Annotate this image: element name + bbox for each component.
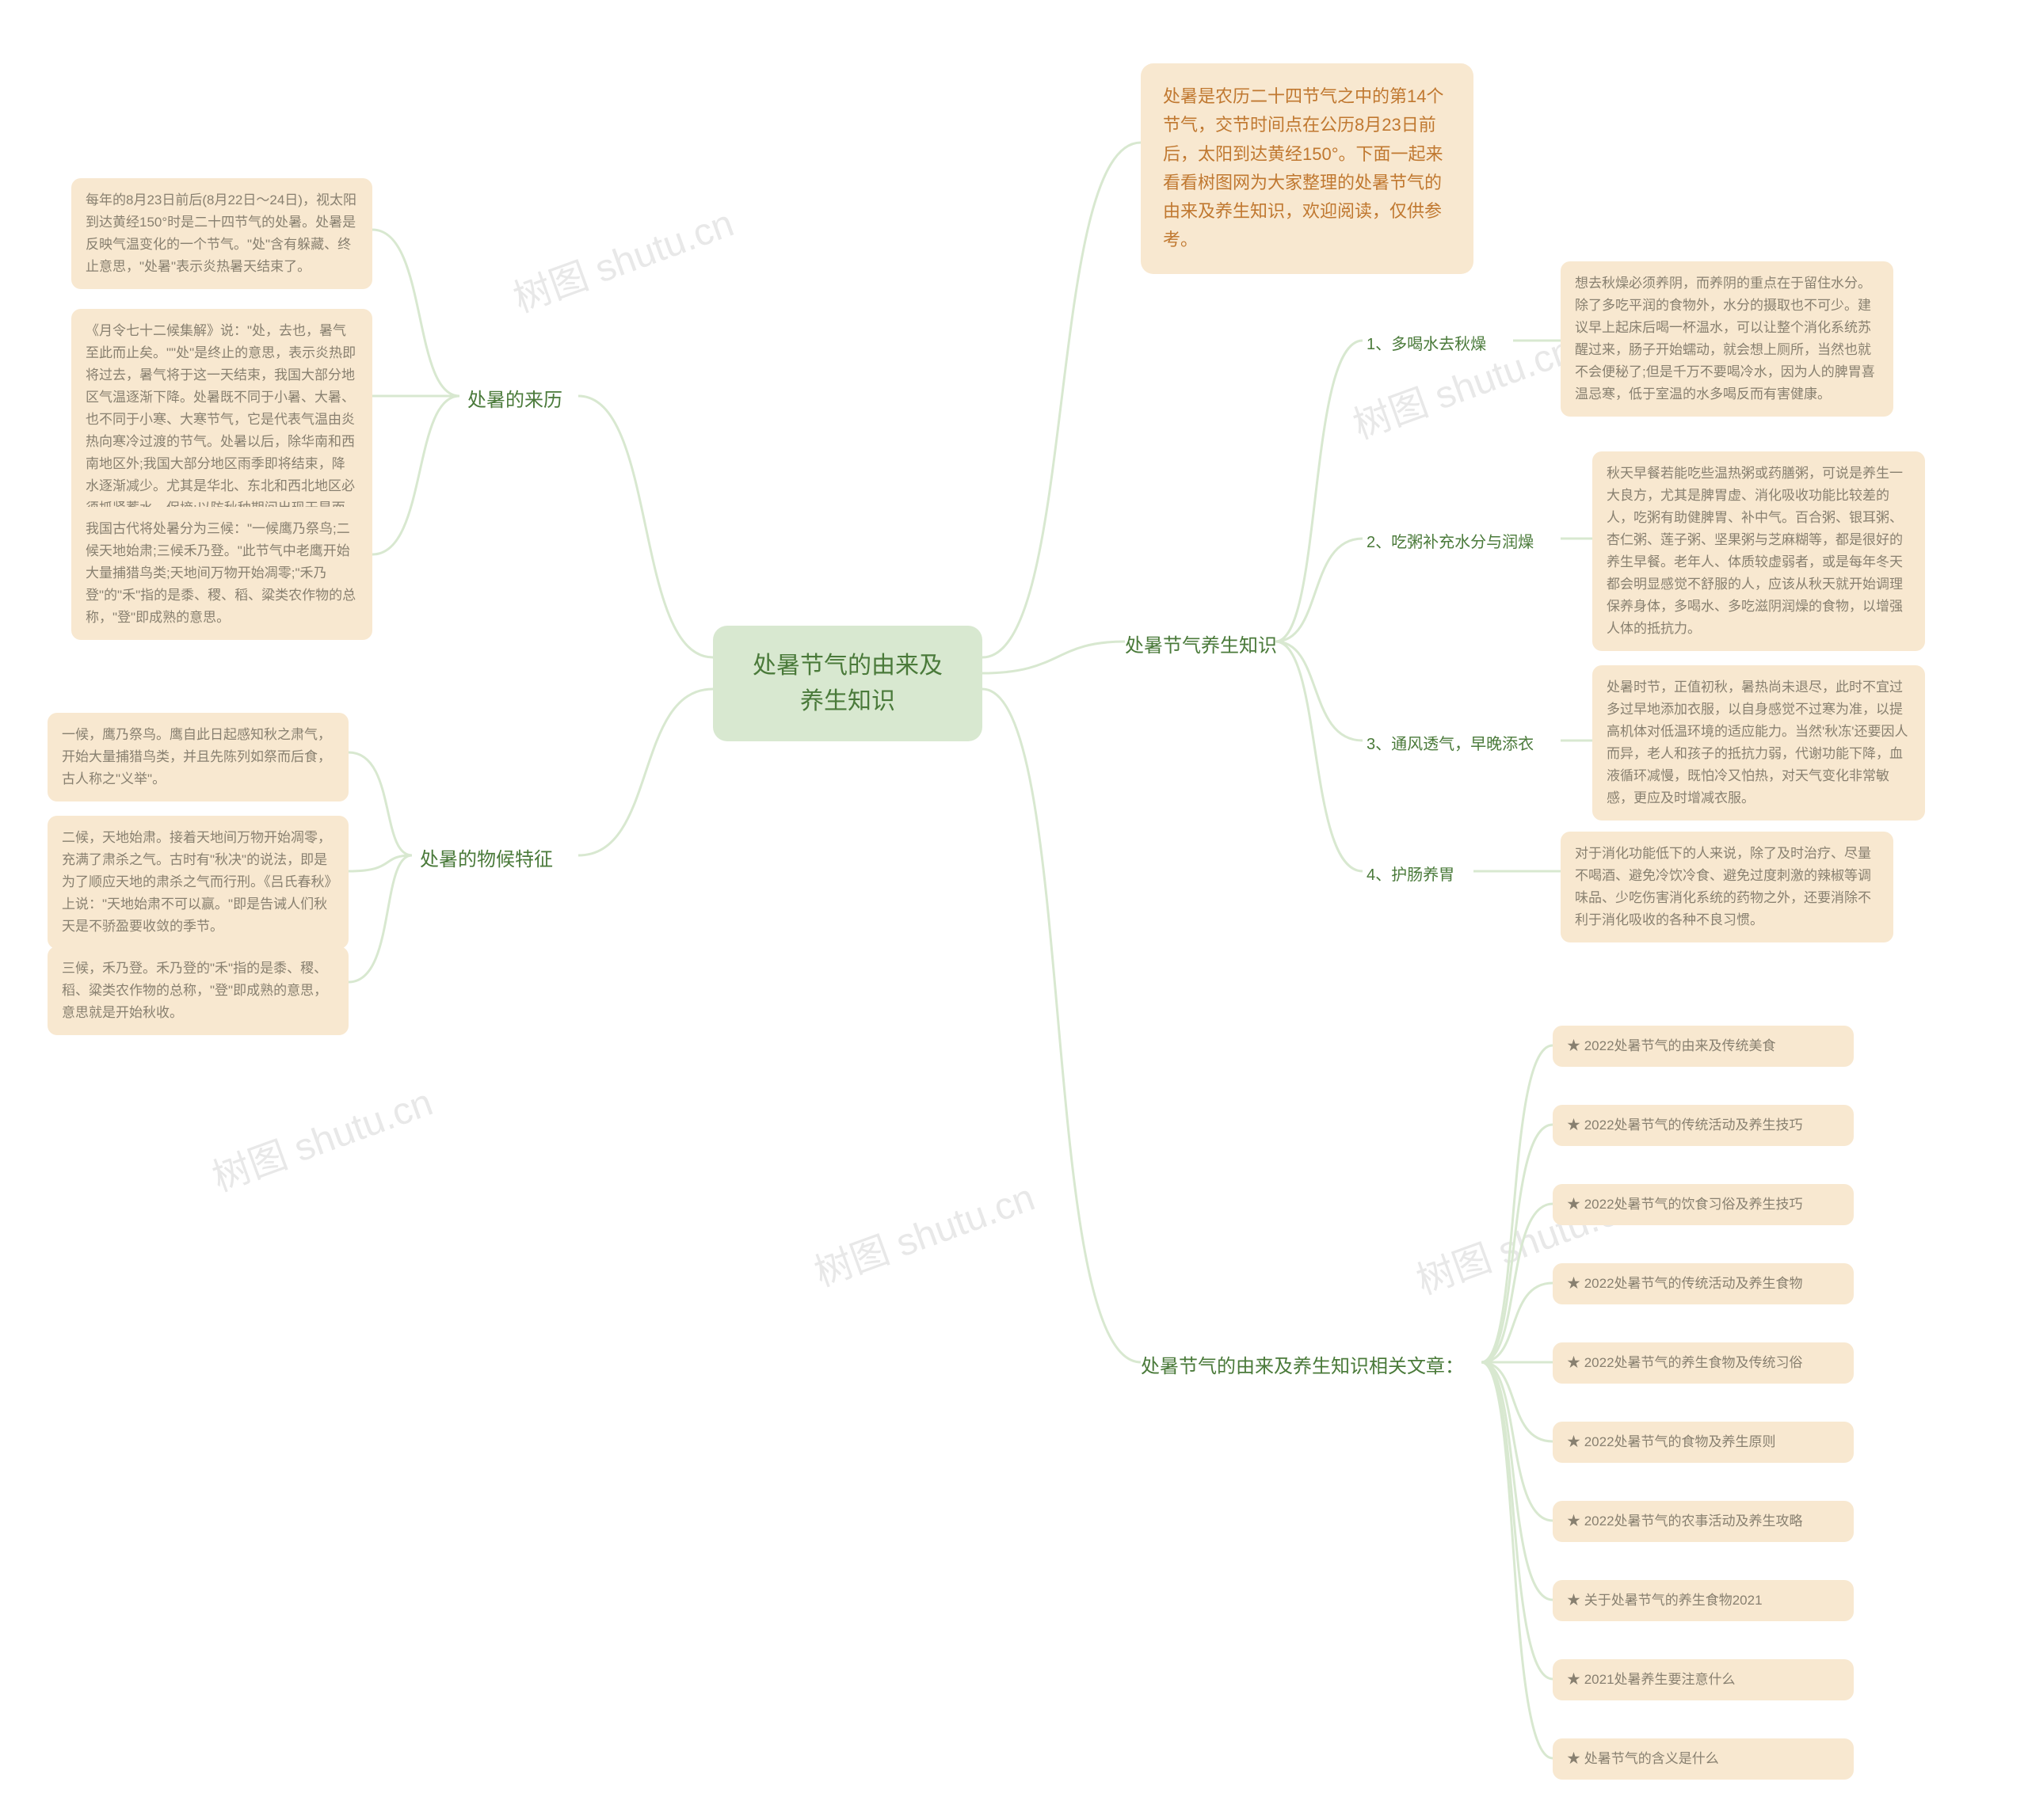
branch-phenology: 处暑的物候特征 (420, 843, 553, 871)
health-leaf-0: 想去秋燥必须养阴，而养阴的重点在于留住水分。除了多吃平润的食物外，水分的摄取也不… (1561, 261, 1893, 417)
mindmap-center: 处暑节气的由来及养生知识 (713, 626, 982, 741)
health-sub-0: 1、多喝水去秋燥 (1367, 331, 1486, 354)
related-link-7: ★ 关于处暑节气的养生食物2021 (1553, 1580, 1854, 1621)
history-leaf-0: 每年的8月23日前后(8月22日～24日)，视太阳到达黄经150°时是二十四节气… (71, 178, 372, 289)
related-link-9: ★ 处暑节气的含义是什么 (1553, 1738, 1854, 1780)
health-leaf-1: 秋天早餐若能吃些温热粥或药膳粥，可说是养生一大良方，尤其是脾胃虚、消化吸收功能比… (1592, 451, 1925, 651)
branch-history: 处暑的来历 (467, 384, 562, 412)
related-link-5: ★ 2022处暑节气的食物及养生原则 (1553, 1422, 1854, 1463)
health-sub-3: 4、护肠养胃 (1367, 862, 1454, 885)
watermark: 树图 shutu.cn (505, 192, 740, 322)
watermark: 树图 shutu.cn (806, 1166, 1041, 1296)
health-sub-1: 2、吃粥补充水分与润燥 (1367, 529, 1534, 552)
related-link-0: ★ 2022处暑节气的由来及传统美食 (1553, 1026, 1854, 1067)
branch-health: 处暑节气养生知识 (1125, 630, 1277, 657)
related-link-8: ★ 2021处暑养生要注意什么 (1553, 1659, 1854, 1700)
related-link-3: ★ 2022处暑节气的传统活动及养生食物 (1553, 1263, 1854, 1304)
intro-node: 处暑是农历二十四节气之中的第14个节气，交节时间点在公历8月23日前后，太阳到达… (1141, 63, 1473, 274)
related-link-6: ★ 2022处暑节气的农事活动及养生攻略 (1553, 1501, 1854, 1542)
health-leaf-3: 对于消化功能低下的人来说，除了及时治疗、尽量不喝酒、避免冷饮冷食、避免过度刺激的… (1561, 832, 1893, 942)
phenology-leaf-0: 一候，鹰乃祭鸟。鹰自此日起感知秋之肃气，开始大量捕猎鸟类，并且先陈列如祭而后食，… (48, 713, 349, 801)
phenology-leaf-1: 二候，天地始肃。接着天地间万物开始凋零，充满了肃杀之气。古时有"秋决"的说法，即… (48, 816, 349, 949)
watermark: 树图 shutu.cn (204, 1071, 439, 1201)
history-leaf-2: 我国古代将处暑分为三候："一候鹰乃祭鸟;二候天地始肃;三候禾乃登。"此节气中老鹰… (71, 507, 372, 640)
health-leaf-2: 处暑时节，正值初秋，暑热尚未退尽，此时不宜过多过早地添加衣服，以自身感觉不过寒为… (1592, 665, 1925, 821)
phenology-leaf-2: 三候，禾乃登。禾乃登的"禾"指的是黍、稷、稻、粱类农作物的总称，"登"即成熟的意… (48, 946, 349, 1035)
related-link-2: ★ 2022处暑节气的饮食习俗及养生技巧 (1553, 1184, 1854, 1225)
related-link-4: ★ 2022处暑节气的养生食物及传统习俗 (1553, 1342, 1854, 1384)
branch-related: 处暑节气的由来及养生知识相关文章： (1141, 1350, 1464, 1378)
related-link-1: ★ 2022处暑节气的传统活动及养生技巧 (1553, 1105, 1854, 1146)
health-sub-2: 3、通风透气，早晚添衣 (1367, 731, 1534, 754)
